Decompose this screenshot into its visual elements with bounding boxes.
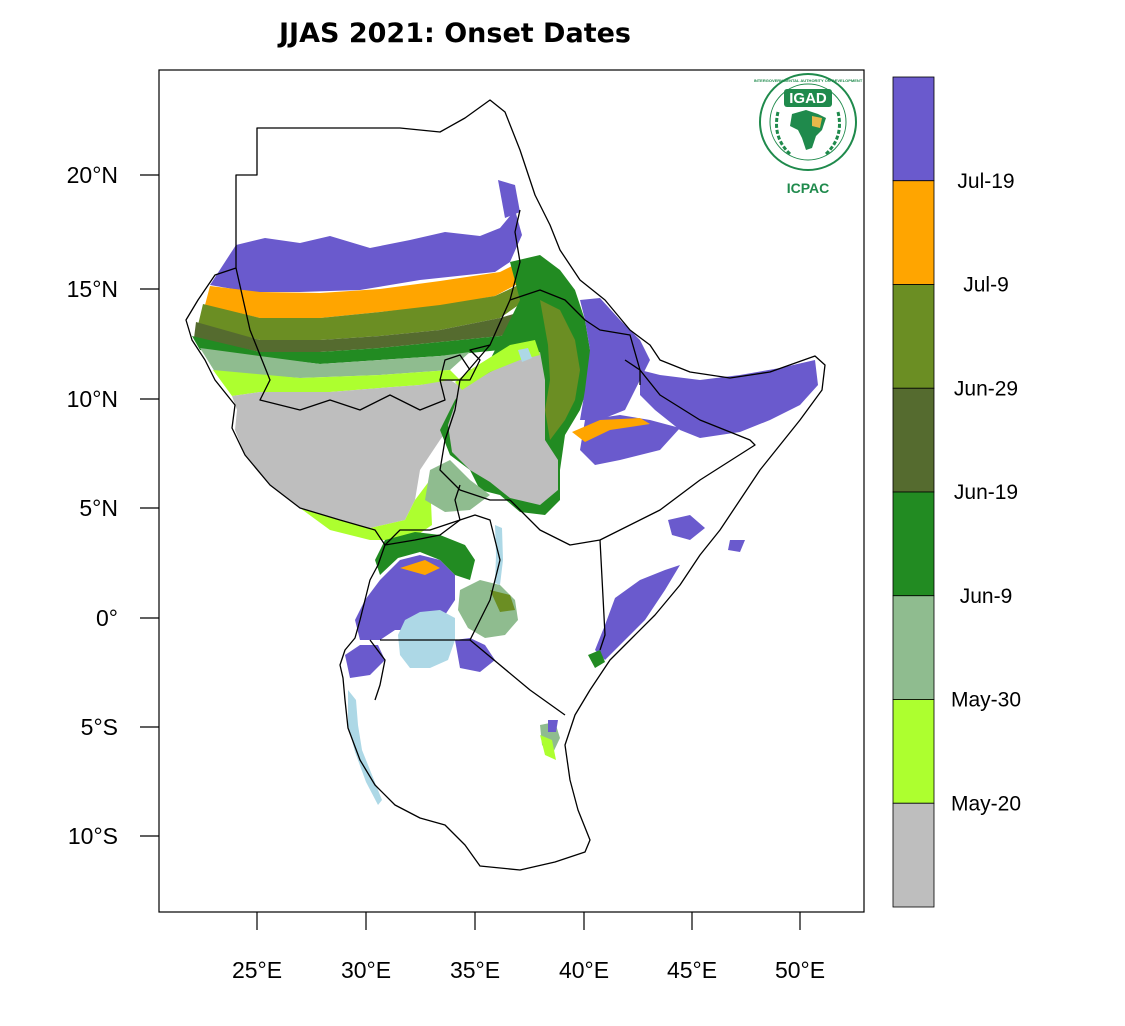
lat-labels: 20°N 15°N 10°N 5°N 0° 5°S 10°S (67, 162, 118, 849)
region-purple-coast (548, 720, 558, 732)
onset-regions (192, 180, 818, 805)
region-purple-somalia-mid (668, 515, 705, 540)
lake-victoria (398, 610, 455, 668)
border-kenya-tanzania (469, 639, 566, 716)
colorbar-swatch (892, 699, 935, 804)
region-purple-kenya (455, 638, 495, 672)
region-outline (185, 99, 826, 871)
lat-label: 5°S (81, 714, 118, 740)
border-ssudan-ethiopia (439, 344, 510, 501)
country-borders (185, 99, 826, 871)
lat-label: 20°N (67, 162, 118, 188)
border-djibouti (624, 359, 641, 385)
region-olive-ethiopia (540, 300, 580, 440)
map-title: JJAS 2021: Onset Dates (279, 18, 631, 49)
lon-label: 50°E (775, 957, 825, 983)
colorbar-label: Jun-29 (954, 377, 1018, 400)
region-purple-somalia-cst (728, 540, 745, 552)
region-lime-band (213, 370, 460, 396)
lon-ticks (256, 912, 801, 930)
lon-label: 45°E (667, 957, 717, 983)
region-lime-ssudan (300, 480, 432, 540)
lat-label: 10°S (68, 823, 118, 849)
region-orange-ogaden (572, 418, 650, 442)
colorbar-label: Jun-9 (960, 585, 1013, 608)
lake-tana (518, 348, 532, 362)
lon-label: 25°E (232, 957, 282, 983)
lake-tanganyika (348, 690, 382, 805)
colorbar-swatch (892, 284, 935, 389)
colorbar-label: May-30 (951, 689, 1021, 712)
lat-ticks (140, 174, 159, 837)
lat-label: 5°N (79, 495, 118, 521)
logo-ring-text: INTERGOVERNMENTAL AUTHORITY ON DEVELOPME… (754, 78, 863, 83)
lat-label: 15°N (67, 276, 118, 302)
colorbar-swatch (892, 76, 935, 182)
lon-label: 40°E (559, 957, 609, 983)
colorbar-label: May-20 (951, 792, 1021, 815)
region-orange-band (205, 262, 525, 318)
border-drc-east (369, 639, 386, 701)
colorbar-label: Jul-9 (963, 274, 1009, 297)
border-uganda (380, 514, 501, 641)
region-grey-west (232, 380, 470, 528)
region-purple-eastnorth (498, 180, 520, 218)
border-ssudan-uganda (384, 519, 461, 546)
region-lime-coast (540, 735, 556, 760)
region-purple-somaliland (640, 360, 818, 438)
lon-labels: 25°E 30°E 35°E 40°E 45°E 50°E (232, 957, 825, 983)
logo-banner (784, 89, 832, 107)
region-purple-somalia-south (595, 565, 680, 660)
logo-icpac-text: ICPAC (787, 180, 830, 196)
colorbar-swatch (892, 180, 935, 285)
region-lime-ethiopia (455, 340, 540, 390)
region-darkolive-band (194, 312, 520, 352)
border-ssudan-kenya (454, 484, 461, 521)
colorbar: Jul-19 Jul-9 Jun-29 Jun-19 Jun-9 May-30 May-20 (892, 76, 1021, 908)
region-orange-uganda (400, 560, 440, 575)
lon-label: 30°E (341, 957, 391, 983)
region-olive-kenya (490, 590, 515, 612)
border-kenya-somalia (599, 539, 606, 651)
colorbar-swatch (892, 491, 935, 597)
lon-label: 35°E (450, 957, 500, 983)
border-sudan-ssudan (439, 354, 471, 381)
lat-label: 10°N (67, 386, 118, 412)
region-green-band (192, 335, 510, 364)
colorbar-label: Jun-19 (954, 481, 1018, 504)
region-olive-band (198, 282, 540, 340)
region-green-coast (588, 650, 605, 668)
region-purple-north (210, 210, 522, 292)
colorbar-swatch (892, 802, 935, 908)
region-green-uganda (375, 532, 475, 580)
region-grey-ethiopia (448, 352, 558, 505)
region-sage-ethiopia (425, 460, 490, 512)
logo-igad-text: IGAD (789, 90, 827, 107)
colorbar-label: Jul-19 (957, 170, 1014, 193)
colorbar-swatch (892, 595, 935, 700)
lat-label: 0° (96, 605, 118, 631)
igad-icpac-logo: IGAD INTERGOVERNMENTAL AUTHORITY ON DEVE… (754, 73, 863, 171)
region-sage-band (200, 348, 470, 378)
border-ethiopia-east (509, 289, 756, 546)
colorbar-swatch (892, 387, 935, 493)
region-purple-drc-south (345, 645, 385, 678)
